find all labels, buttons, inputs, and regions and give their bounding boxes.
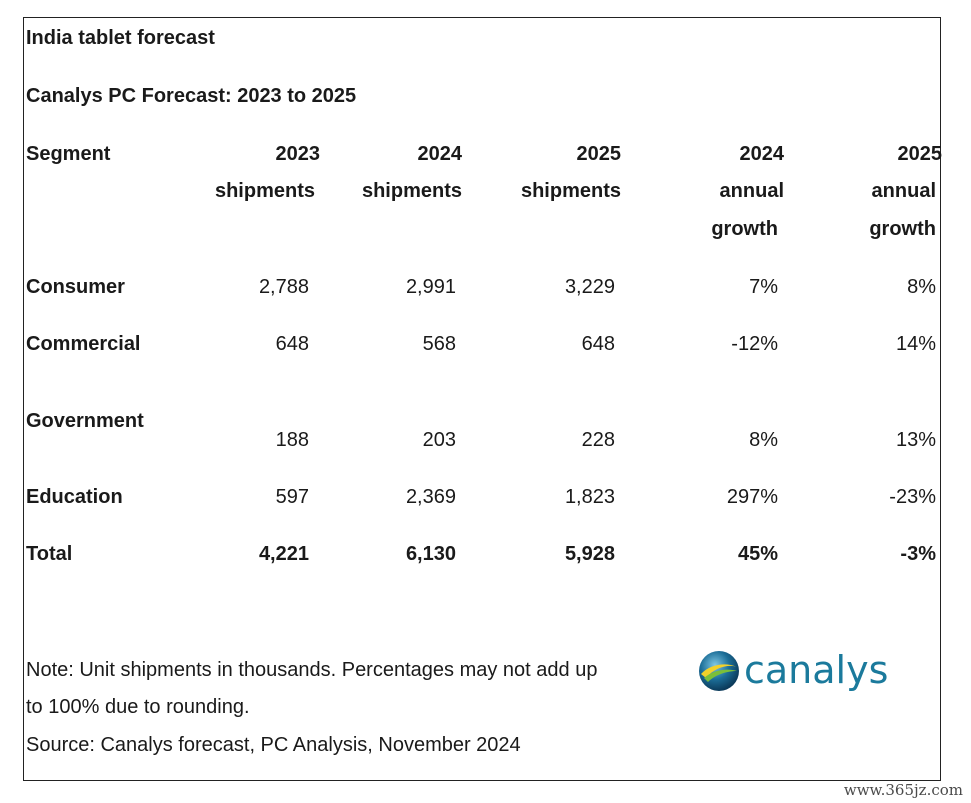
- table-cell-total: 5,928: [564, 543, 615, 565]
- table-cell: 2,991: [405, 276, 456, 298]
- document-title: India tablet forecast: [26, 27, 215, 49]
- row-label-total: Total: [26, 543, 73, 565]
- table-cell: 188: [275, 429, 309, 451]
- canalys-logo: canalys: [696, 646, 888, 696]
- table-cell: 297%: [726, 486, 778, 508]
- table-cell-total: -3%: [900, 543, 936, 565]
- row-label-government: Government: [26, 410, 144, 432]
- header-2023-label: shipments: [214, 180, 315, 202]
- row-label-consumer: Consumer: [26, 276, 125, 298]
- table-cell: 597: [275, 486, 309, 508]
- table-cell: 2,369: [405, 486, 456, 508]
- table-cell-total: 4,221: [258, 543, 309, 565]
- header-2024-growth-annual: annual: [719, 180, 784, 202]
- header-2023-year: 2023: [275, 143, 321, 165]
- table-cell: 8%: [749, 429, 778, 451]
- header-2024-year: 2024: [417, 143, 463, 165]
- table-cell: 3,229: [564, 276, 615, 298]
- table-cell: 228: [581, 429, 615, 451]
- table-cell: 1,823: [564, 486, 615, 508]
- header-2024-label: shipments: [361, 180, 462, 202]
- table-cell: 568: [422, 333, 456, 355]
- logo-wordmark: canalys: [744, 648, 889, 692]
- footnote-units: Note: Unit shipments in thousands. Perce…: [26, 659, 598, 681]
- header-2025-growth-annual: annual: [871, 180, 936, 202]
- header-segment: Segment: [26, 143, 111, 165]
- document-subtitle: Canalys PC Forecast: 2023 to 2025: [26, 85, 357, 107]
- row-label-education: Education: [26, 486, 123, 508]
- footnote-rounding: to 100% due to rounding.: [26, 696, 250, 718]
- table-cell: 14%: [895, 333, 936, 355]
- table-cell-total: 45%: [737, 543, 778, 565]
- table-cell: 2,788: [258, 276, 309, 298]
- header-2024-growth-year: 2024: [739, 143, 785, 165]
- header-2025-year: 2025: [576, 143, 622, 165]
- header-2025-growth-label: growth: [869, 218, 936, 240]
- source-note: Source: Canalys forecast, PC Analysis, N…: [26, 734, 521, 756]
- watermark: www.365jz.com: [843, 781, 963, 799]
- table-cell: 203: [422, 429, 456, 451]
- table-cell: -12%: [731, 333, 778, 355]
- table-cell: 8%: [907, 276, 936, 298]
- forecast-table-frame: India tablet forecast Canalys PC Forecas…: [23, 17, 943, 781]
- header-2024-growth-label: growth: [711, 218, 778, 240]
- row-label-commercial: Commercial: [26, 333, 141, 355]
- header-2025-label: shipments: [520, 180, 621, 202]
- table-cell-total: 6,130: [405, 543, 456, 565]
- table-cell: 648: [275, 333, 309, 355]
- table-cell: 7%: [749, 276, 778, 298]
- table-cell: 648: [581, 333, 615, 355]
- table-cell: 13%: [895, 429, 936, 451]
- globe-icon: [699, 651, 739, 691]
- table-cell: -23%: [889, 486, 936, 508]
- header-2025-growth-year: 2025: [897, 143, 943, 165]
